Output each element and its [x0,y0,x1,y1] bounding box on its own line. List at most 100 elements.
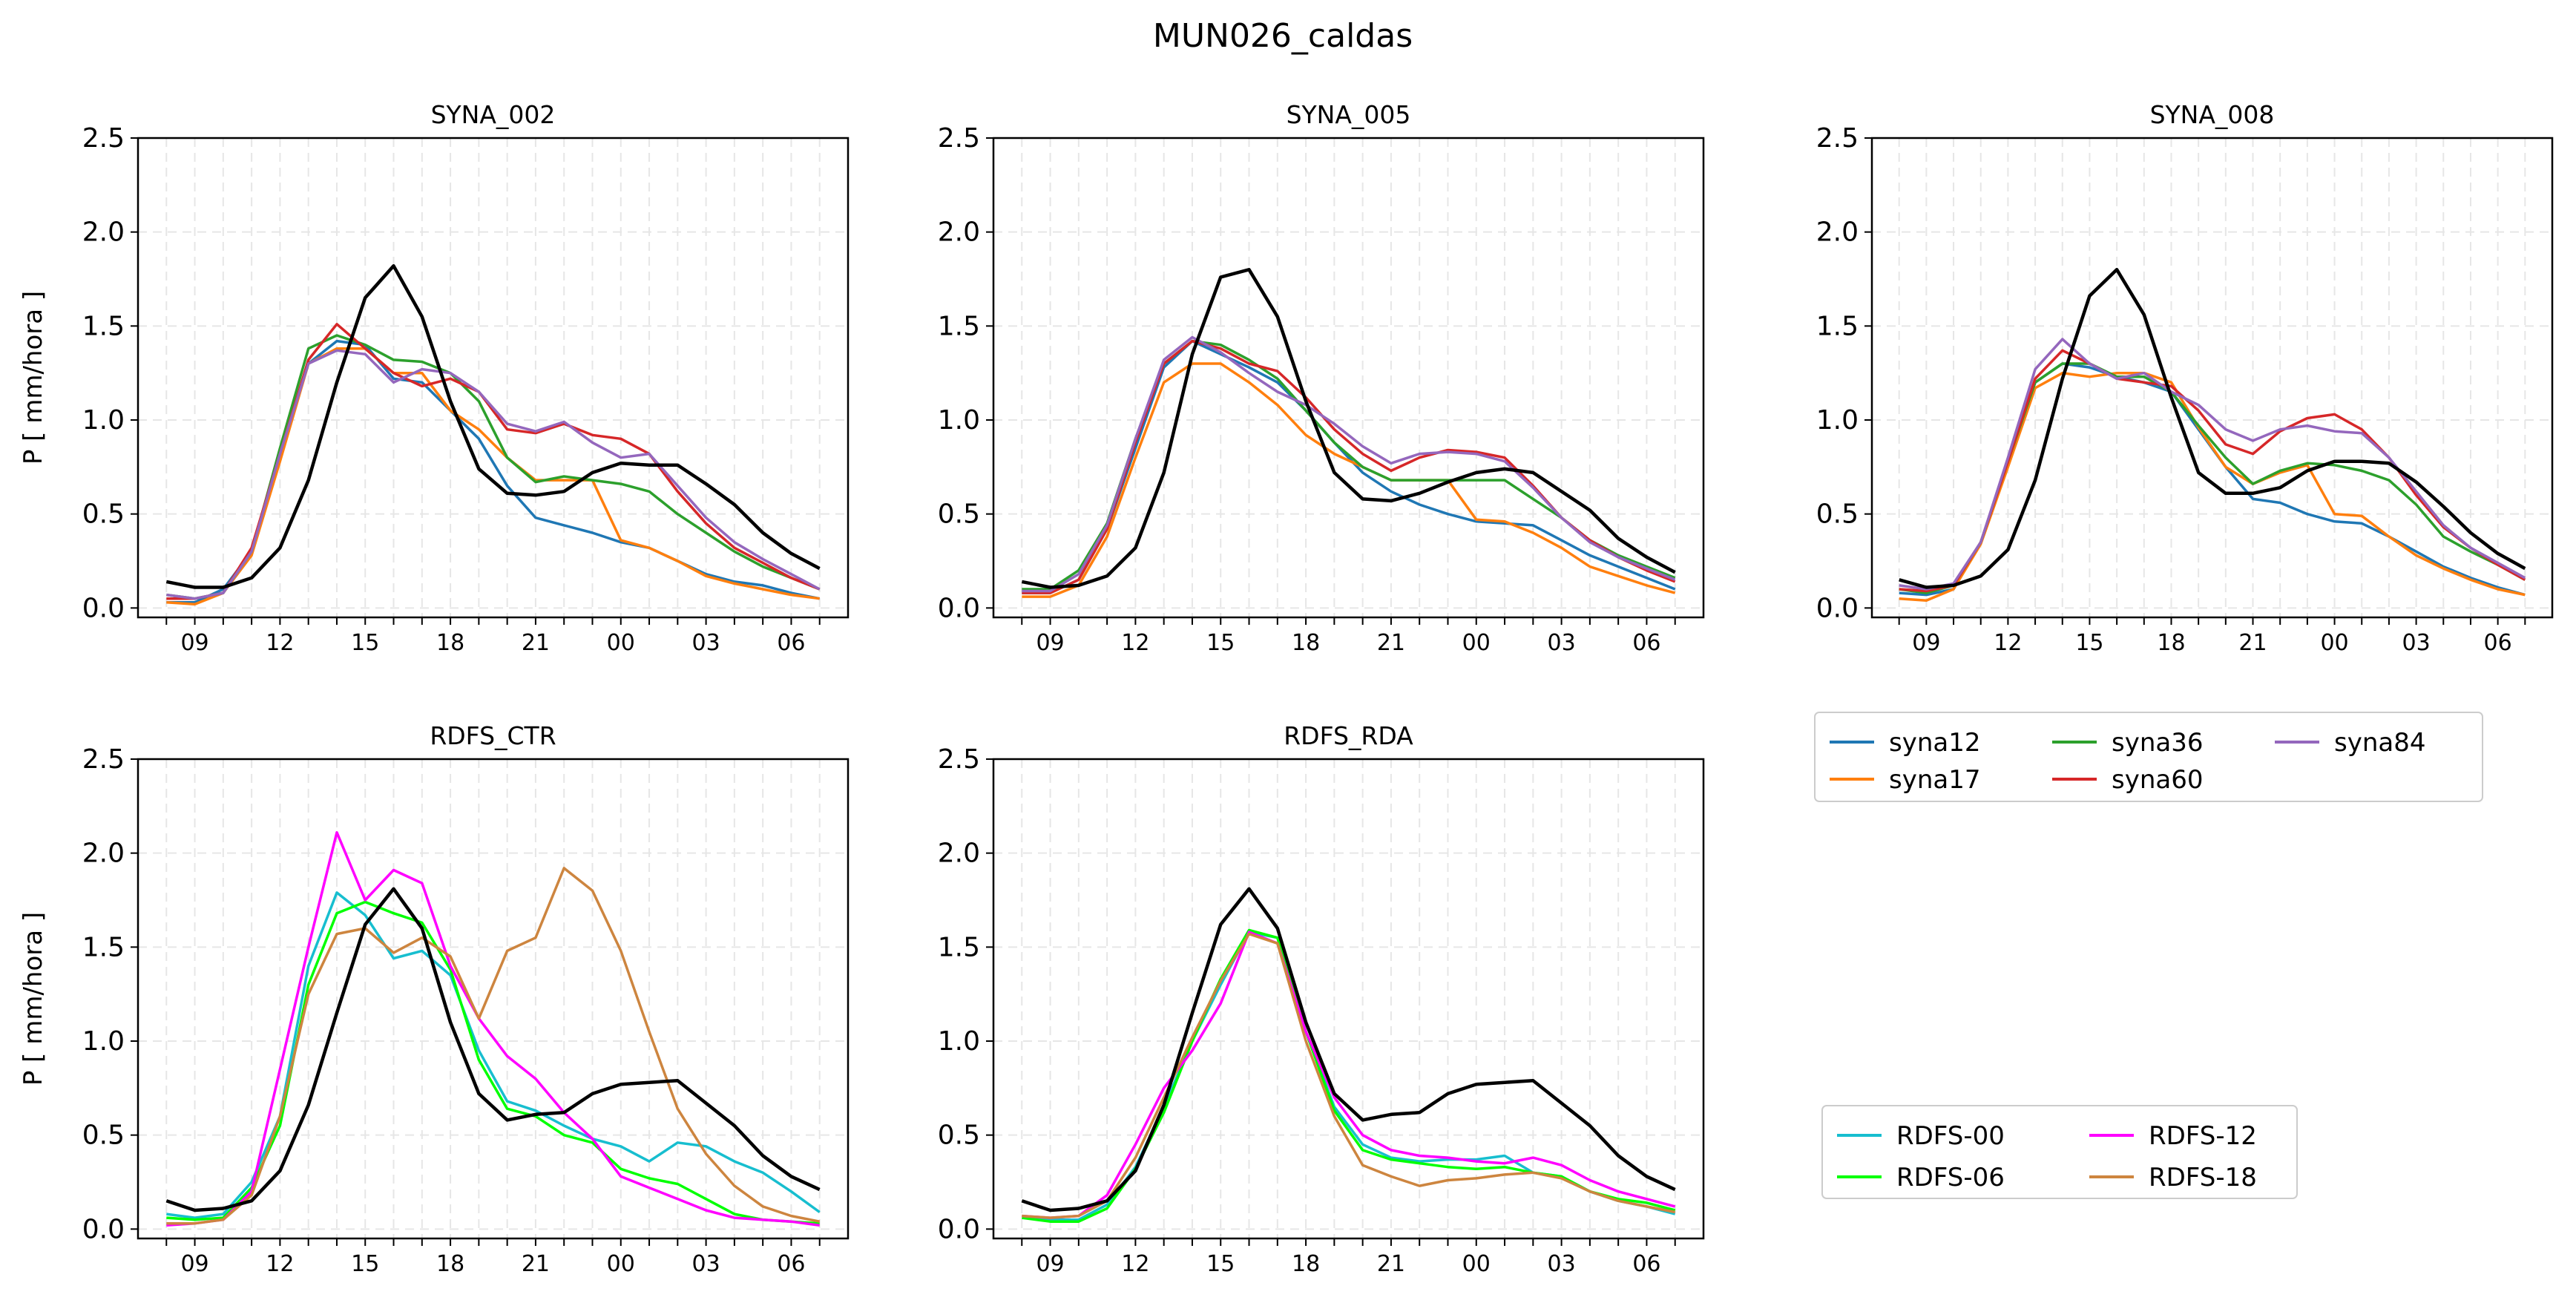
y-tick-label: 0.5 [1816,499,1859,530]
series-line-observed [165,264,821,589]
panel-syna-002: SYNA_002 P [ mm/hora ] 0.0 0.5 1.0 1.5 2.0 2.… [19,100,850,656]
x-tick-label: 03 [1548,1251,1576,1277]
x-tick-label: 06 [1632,1251,1660,1277]
x-tick-label: 18 [436,1251,464,1277]
x-tick-label: 00 [1462,1251,1491,1277]
y-tick-label: 1.0 [82,1026,125,1057]
legend-label: RDFS-00 [1896,1121,2005,1151]
y-tick-label: 2.0 [938,839,980,869]
series-line-syna12 [1899,362,2526,597]
legend-label: syna36 [2112,728,2203,758]
plot-frame [137,758,850,1240]
panel-rdfs-ctr: RDFS_CTR P [ mm/hora ] 0.0 0.5 1.0 1.5 2.0 2.… [19,721,850,1277]
y-axis: 0.0 0.5 1.0 1.5 2.0 2.5 [82,123,138,623]
legend-label: RDFS-12 [2149,1121,2257,1151]
series-line-syna84 [1899,338,2526,591]
series-line-syna60 [1899,349,2526,593]
panel-title: RDFS_CTR [430,721,556,750]
y-tick-label: 2.5 [1816,123,1859,154]
y-tick-label: 2.5 [82,744,125,775]
x-tick-label: 09 [180,630,208,656]
y-tick-label: 2.5 [82,123,125,154]
y-axis-label: P [ mm/hora ] [19,291,48,465]
grid [138,758,848,1238]
series-line-rdfs-12 [166,831,820,1227]
series-line-observed [1021,887,1676,1213]
plot-frame [992,137,1705,619]
plot-frame [992,758,1705,1240]
y-tick-label: 0.5 [82,499,125,530]
grid [993,758,1703,1238]
x-tick-label: 15 [351,630,379,656]
y-tick-label: 2.5 [938,744,980,775]
series-line-observed [165,887,821,1213]
y-tick-label: 1.5 [82,311,125,341]
legend-entry-syna17: syna17 [1830,765,1980,795]
series-group [165,264,821,606]
x-tick-label: 12 [1121,1251,1149,1277]
x-tick-label: 15 [351,1251,379,1277]
series-line-rdfs-06 [166,900,820,1225]
series-group [1021,887,1676,1223]
panel-title: SYNA_005 [1287,100,1411,129]
legend-syna: syna12 syna17 syna36 syna60 syna84 [1814,712,2483,802]
x-tick-label: 18 [1292,1251,1320,1277]
x-tick-label: 15 [1206,1251,1235,1277]
y-tick-label: 0.0 [1816,593,1859,623]
x-tick-label: 03 [1548,630,1576,656]
legend-entry-syna12: syna12 [1830,728,1980,758]
y-tick-label: 0.0 [82,593,125,623]
x-tick-label: 09 [1036,1251,1064,1277]
x-tick-label: 15 [2075,630,2103,656]
series-line-syna17 [1899,371,2526,602]
x-tick-label: 21 [1377,630,1405,656]
legend-label: syna12 [1889,728,1980,758]
y-axis: 0.0 0.5 1.0 1.5 2.0 2.5 [82,744,138,1244]
x-tick-label: 12 [1994,630,2022,656]
x-tick-label: 21 [522,1251,550,1277]
grid [1872,137,2552,617]
series-line-observed [1899,268,2526,589]
y-tick-label: 1.5 [1816,311,1859,341]
legend-rdfs: RDFS-00 RDFS-06 RDFS-12 RDFS-18 [1821,1105,2298,1199]
x-tick-label: 06 [1632,630,1660,656]
series-group [1021,268,1676,598]
x-tick-label: 12 [1121,630,1149,656]
x-tick-label: 03 [692,1251,720,1277]
plot-frame [1870,137,2554,619]
panel-rdfs-rda: RDFS_RDA 0.00.51.01.52.02.509 12 15 18 21 00 0… [938,721,1705,1277]
x-tick-label: 00 [607,630,635,656]
y-tick-label: 2.0 [1816,217,1859,248]
legend-entry-rdfs-18: RDFS-18 [2089,1163,2257,1192]
legend-entry-rdfs-00: RDFS-00 [1837,1121,2005,1151]
x-tick-label: 18 [1292,630,1320,656]
y-axis-label: P [ mm/hora ] [19,912,48,1086]
x-axis: 09 12 15 18 21 00 03 06 [165,617,821,656]
x-tick-label: 03 [692,630,720,656]
y-tick-label: 1.0 [1816,405,1859,436]
x-tick-label: 09 [180,1251,208,1277]
series-line-rdfs-18 [1022,932,1676,1219]
y-tick-label: 0.0 [938,593,980,623]
y-axis: 0.0 0.5 1.0 1.5 2.0 2.5 [938,123,993,623]
series-line-syna36 [166,334,821,600]
y-tick-label: 0.5 [938,1120,980,1151]
x-tick-label: 00 [1462,630,1491,656]
x-tick-label: 12 [266,1251,294,1277]
y-tick-label: 1.0 [938,1026,980,1057]
x-axis: 09 12 15 18 21 00 03 06 [1021,1238,1676,1277]
x-tick-label: 18 [2157,630,2185,656]
x-axis: 09 12 15 18 21 00 03 06 [1021,617,1676,656]
legend-entry-syna84: syna84 [2275,728,2425,758]
x-tick-label: 09 [1036,630,1064,656]
x-tick-label: 21 [2238,630,2267,656]
series-line-syna60 [1022,339,1676,594]
series-line-rdfs-00 [1022,931,1676,1221]
series-line-rdfs-18 [166,867,821,1225]
series-line-rdfs-12 [1022,931,1676,1219]
legend-label: syna84 [2334,728,2425,758]
y-tick-label: 0.5 [938,499,980,530]
legend-entry-syna36: syna36 [2052,728,2203,758]
series-line-rdfs-06 [1022,928,1676,1223]
plot-frame [137,137,850,619]
